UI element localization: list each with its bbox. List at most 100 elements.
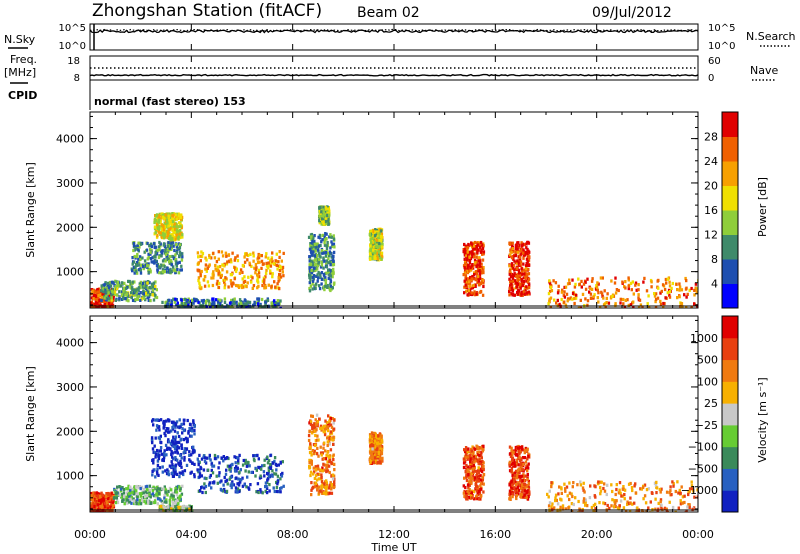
echo-cell (520, 284, 523, 288)
echo-cell (278, 255, 281, 259)
echo-cell (379, 457, 382, 461)
echo-cell (512, 263, 515, 267)
echo-cell (100, 491, 103, 495)
echo-cell (137, 502, 140, 506)
echo-cell (256, 302, 260, 306)
echo-cell (473, 292, 476, 296)
echo-cell (138, 245, 141, 249)
echo-cell (579, 306, 582, 308)
echo-cell (163, 500, 166, 504)
station-title: Zhongshan Station (fitACF) (92, 1, 322, 21)
echo-cell (312, 250, 315, 254)
echo-cell (257, 280, 260, 284)
echo-cell (261, 305, 264, 308)
echo-cell (217, 285, 221, 290)
echo-region (307, 413, 336, 497)
echo-cell (272, 486, 275, 490)
echo-cell (321, 238, 324, 242)
echo-cell (167, 298, 171, 302)
echo-cell (154, 284, 157, 288)
echo-cell (230, 475, 233, 479)
echo-cell (324, 449, 327, 453)
echo-cell (245, 485, 248, 489)
echo-cell (102, 292, 106, 297)
echo-cell (482, 266, 485, 270)
echo-cell (463, 279, 466, 283)
echo-cell (98, 299, 101, 303)
echo-cell (173, 446, 177, 451)
echo-cell (135, 291, 138, 295)
echo-cell (661, 283, 665, 287)
echo-cell (470, 252, 474, 256)
echo-cell (314, 481, 318, 485)
echo-cell (179, 268, 182, 272)
echo-cell (214, 263, 217, 268)
echo-cell (132, 265, 136, 270)
echo-cell (274, 462, 278, 466)
echo-cell (516, 250, 520, 254)
echo-cell (523, 251, 526, 255)
echo-cell (182, 505, 185, 509)
echo-cell (308, 421, 311, 425)
echo-cell (634, 281, 638, 285)
echo-cell (482, 244, 485, 248)
echo-cell (210, 462, 213, 466)
echo-cell (230, 298, 233, 302)
echo-cell (90, 494, 93, 498)
echo-cell (173, 222, 177, 226)
echo-cell (170, 270, 173, 274)
echo-cell (317, 438, 320, 442)
echo-cell (481, 278, 485, 283)
echo-cell (161, 501, 164, 506)
echo-cell (110, 306, 114, 308)
echo-cell (208, 263, 211, 267)
echo-cell (122, 491, 125, 495)
echo-cell (578, 282, 581, 286)
echo-cell (145, 493, 149, 498)
echo-cell (166, 235, 169, 240)
echo-cell (571, 297, 574, 301)
echo-cell (139, 286, 142, 290)
echo-cell (156, 487, 160, 491)
echo-cell (154, 255, 157, 259)
echo-cell (377, 250, 380, 254)
echo-cell (103, 302, 107, 306)
echo-cell (374, 436, 377, 440)
echo-cell (174, 443, 178, 447)
echo-cell (91, 498, 95, 502)
echo-cell (479, 289, 483, 294)
echo-cell (474, 261, 477, 265)
echo-cell (315, 483, 319, 487)
echo-cell (100, 498, 104, 502)
echo-cell (161, 465, 164, 469)
echo-cell (685, 295, 688, 299)
echo-cell (175, 233, 178, 237)
echo-cell (326, 460, 329, 464)
echo-cell (685, 279, 688, 283)
colorbar-swatch (722, 185, 738, 211)
echo-cell (168, 430, 171, 434)
echo-cell (94, 299, 98, 303)
echo-cell (526, 251, 529, 255)
echo-cell (330, 474, 333, 478)
echo-cell (197, 279, 200, 283)
echo-cell (175, 487, 178, 491)
echo-cell (252, 284, 256, 288)
echo-cell (112, 281, 115, 285)
echo-cell (377, 227, 380, 231)
echo-cell (323, 463, 327, 467)
echo-cell (251, 470, 254, 474)
echo-cell (172, 441, 175, 445)
echo-cell (151, 492, 155, 496)
echo-cell (324, 206, 328, 210)
echo-cell (273, 456, 277, 460)
echo-cell (313, 254, 317, 258)
echo-cell (320, 217, 324, 221)
echo-cell (161, 233, 165, 237)
echo-cell (318, 287, 322, 291)
echo-cell (311, 282, 314, 286)
echo-cell (181, 427, 184, 431)
echo-cell (520, 292, 523, 296)
echo-cell (329, 246, 332, 250)
echo-cell (155, 424, 159, 428)
